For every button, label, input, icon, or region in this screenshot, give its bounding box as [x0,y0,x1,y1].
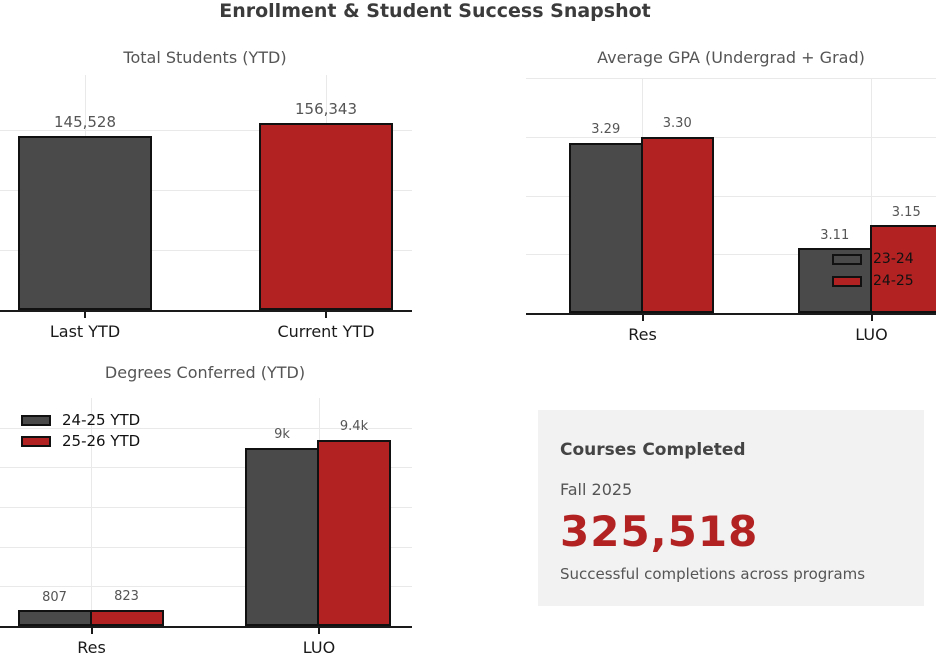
x-tick-label-luo: LUO [302,638,336,657]
gridline-horizontal [526,78,936,79]
gridline-horizontal [0,427,412,429]
plot-area: 807 823 9k 9.4k [0,398,412,628]
plot-area: 145,528 156,343 [0,75,412,312]
x-tick-label-res: Res [77,638,106,657]
legend-swatch-25-26-ytd [21,435,51,447]
card-value: 325,518 [560,507,759,556]
card-subtitle: Fall 2025 [560,480,633,499]
bar-res-25-26-ytd [89,609,164,626]
legend-item-23-24: 23-24 [832,251,914,267]
bar-res-23-24 [569,142,643,313]
bar-value-label: 9.4k [339,419,369,435]
gridline-horizontal [0,190,412,192]
card-caption: Successful completions across programs [560,565,866,583]
bar-luo-25-26-ytd [317,439,391,626]
x-tick-label-last-ytd: Last YTD [49,322,121,341]
bar-value-label: 3.29 [591,122,621,138]
chart-title: Total Students (YTD) [123,48,287,67]
legend-label: 25-26 YTD [62,431,141,450]
gridline-horizontal [0,586,412,588]
gridline-horizontal [0,467,412,469]
gridline-horizontal [0,507,412,509]
chart-total-students: Total Students (YTD) 145,528 156,343 Last Y… [0,40,436,360]
x-tick-label-res: Res [628,325,657,344]
chart-degrees-conferred: Degrees Conferred (YTD) 807 823 9k 9.4k Res LU… [0,355,436,660]
legend-label: 23-24 [873,251,914,267]
legend-swatch-24-25-ytd [21,414,51,426]
bar-value-label: 3.30 [662,116,692,132]
bar-res-24-25 [640,136,714,313]
x-axis-tick [870,315,873,321]
bar-value-label: 807 [42,589,67,605]
card-title: Courses Completed [560,440,746,460]
gridline-horizontal [0,130,412,132]
x-axis-tick [318,628,320,634]
gridline-vertical [91,398,92,626]
bar-value-label: 145,528 [53,113,117,132]
x-axis-tick [641,315,644,321]
x-axis-tick [325,312,327,318]
bar-luo-24-25-ytd [245,447,319,626]
gridline-horizontal [526,195,936,197]
legend-item-24-25: 24-25 [832,273,914,289]
bar-value-label: 3.15 [891,204,921,220]
bar-value-label: 9k [274,427,290,443]
bar-luo-24-25 [869,224,936,313]
x-tick-label-luo: LUO [855,325,888,344]
gridline-horizontal [0,250,412,252]
chart-avg-gpa: Average GPA (Undergrad + Grad) 3.29 3.30 3.… [500,40,936,360]
bar-value-label: 823 [114,589,139,605]
legend-label: 24-25 YTD [62,410,141,429]
bar-value-label: 156,343 [294,100,358,119]
chart-title: Average GPA (Undergrad + Grad) [597,48,865,67]
x-axis-tick [84,312,86,318]
gridline-horizontal [526,254,936,256]
chart-title: Degrees Conferred (YTD) [104,363,306,382]
x-tick-label-current-ytd: Current YTD [277,322,375,341]
legend-swatch-23-24 [832,253,862,265]
page-title: Enrollment & Student Success Snapshot [219,0,651,22]
bar-value-label: 3.11 [820,228,850,244]
bar-current-ytd [259,122,393,310]
legend-swatch-24-25 [832,275,862,287]
legend-item-24-25-ytd: 24-25 YTD [21,412,140,428]
gridline-horizontal [526,136,936,138]
legend-label: 24-25 [873,273,914,289]
x-axis-tick [90,628,93,634]
gridline-vertical [871,78,872,313]
legend-item-25-26-ytd: 25-26 YTD [21,433,140,449]
gridline-horizontal [0,546,412,548]
bar-last-ytd [18,135,152,310]
bar-res-24-25-ytd [17,610,92,626]
courses-completed-card: Courses Completed Fall 2025 325,518 Succ… [538,410,924,606]
